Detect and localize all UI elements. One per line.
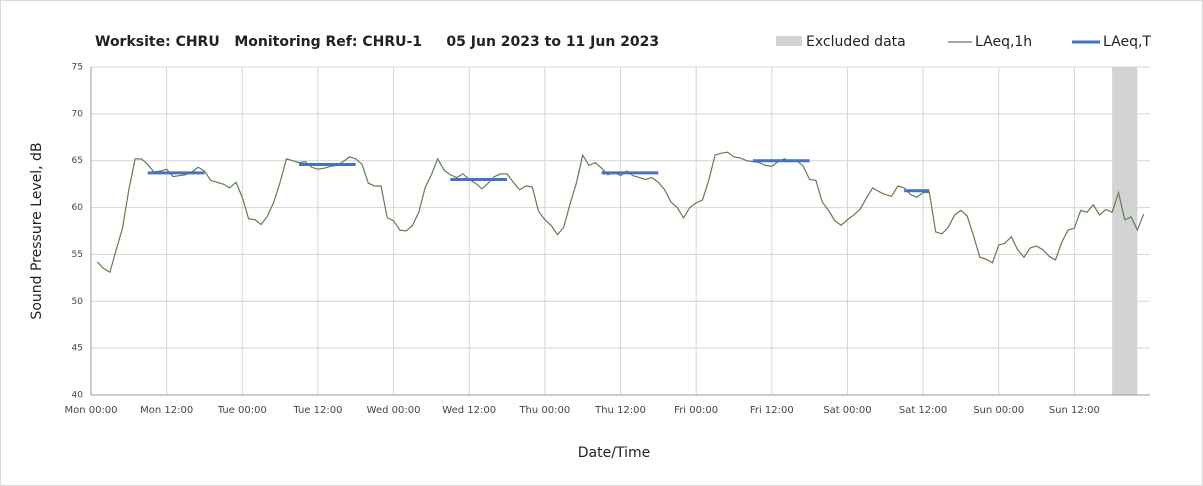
legend-label: Excluded data bbox=[806, 34, 906, 50]
y-tick-label: 70 bbox=[72, 109, 84, 119]
x-tick-label: Mon 00:00 bbox=[64, 405, 117, 416]
x-tick-label: Sun 00:00 bbox=[973, 405, 1024, 416]
x-tick-label: Sat 00:00 bbox=[823, 405, 871, 416]
legend-label: LAeq,T bbox=[1103, 34, 1151, 50]
legend-label: LAeq,1h bbox=[975, 34, 1032, 50]
y-tick-label: 40 bbox=[72, 391, 84, 401]
x-tick-label: Sun 12:00 bbox=[1049, 405, 1100, 416]
chart-title: Worksite: CHRU Monitoring Ref: CHRU-1 05… bbox=[95, 34, 659, 50]
x-axis-label: Date/Time bbox=[578, 445, 650, 461]
y-axis-label: Sound Pressure Level, dB bbox=[29, 142, 45, 319]
y-tick-label: 50 bbox=[72, 297, 84, 307]
excluded-band bbox=[1112, 67, 1138, 395]
x-tick-label: Tue 00:00 bbox=[217, 405, 267, 416]
y-tick-label: 45 bbox=[72, 344, 83, 354]
x-tick-label: Sat 12:00 bbox=[899, 405, 947, 416]
x-tick-label: Mon 12:00 bbox=[140, 405, 193, 416]
x-tick-label: Wed 00:00 bbox=[367, 405, 421, 416]
x-tick-label: Fri 12:00 bbox=[750, 405, 794, 416]
x-tick-label: Fri 00:00 bbox=[674, 405, 718, 416]
y-tick-label: 75 bbox=[72, 63, 83, 73]
y-tick-label: 60 bbox=[72, 203, 84, 213]
data-line bbox=[96, 151, 1145, 274]
y-tick-label: 55 bbox=[72, 250, 83, 260]
x-tick-label: Tue 12:00 bbox=[292, 405, 342, 416]
legend-swatch bbox=[776, 36, 802, 46]
x-tick-label: Thu 00:00 bbox=[518, 405, 570, 416]
y-tick-label: 65 bbox=[72, 156, 83, 166]
x-tick-label: Wed 12:00 bbox=[442, 405, 496, 416]
x-tick-label: Thu 12:00 bbox=[594, 405, 646, 416]
